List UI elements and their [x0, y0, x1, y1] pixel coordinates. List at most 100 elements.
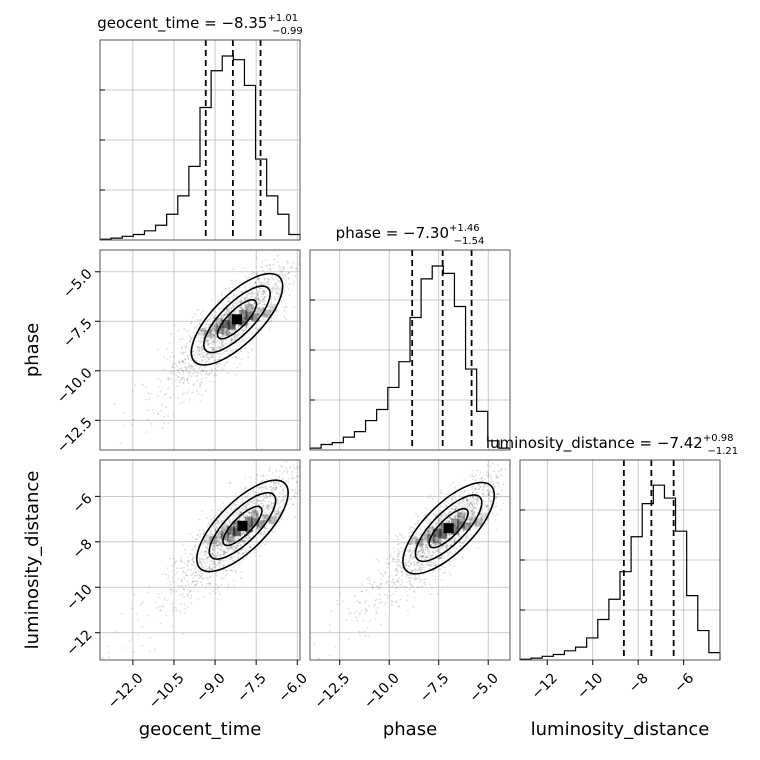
sample-point: [241, 539, 244, 542]
sample-point: [426, 555, 429, 557]
sample-point: [231, 282, 234, 285]
sample-point: [262, 306, 265, 309]
sample-point: [242, 514, 245, 517]
sample-point: [247, 356, 250, 359]
sample-point: [220, 535, 223, 538]
sample-point: [184, 584, 187, 587]
sample-point: [425, 563, 428, 566]
sample-point: [216, 358, 219, 361]
sample-point: [220, 535, 223, 538]
sample-point: [208, 372, 211, 374]
sample-point: [194, 583, 197, 586]
sample-point: [254, 314, 257, 317]
sample-point: [392, 582, 395, 584]
sample-point: [253, 502, 255, 505]
sample-point: [452, 498, 454, 501]
sample-point: [251, 293, 253, 295]
sample-point: [220, 332, 223, 335]
sample-point: [464, 505, 466, 508]
sample-point: [270, 504, 272, 506]
sample-point: [375, 609, 378, 612]
sample-point: [398, 558, 401, 561]
y-tick-label: −5.0: [60, 266, 95, 301]
sample-point: [175, 609, 178, 612]
sample-point: [413, 564, 415, 567]
sample-point: [212, 516, 215, 519]
contour-level-2: [414, 494, 483, 563]
sample-point: [478, 514, 481, 516]
sample-point: [472, 510, 475, 513]
sample-point: [421, 585, 423, 588]
sample-point: [261, 486, 264, 489]
sample-point: [197, 346, 199, 349]
sample-point: [225, 333, 228, 336]
sample-point: [273, 490, 275, 493]
sample-point: [263, 517, 266, 519]
sample-point: [203, 539, 206, 542]
sample-point: [263, 497, 265, 499]
sample-point: [230, 536, 233, 539]
sample-point: [232, 294, 235, 297]
sample-point: [215, 565, 218, 567]
sample-point: [267, 313, 270, 316]
sample-point: [181, 584, 184, 587]
sample-point: [441, 525, 444, 528]
sample-point: [287, 288, 290, 291]
sample-point: [178, 360, 180, 363]
sample-point: [178, 379, 181, 382]
sample-point: [264, 527, 267, 530]
sample-point: [282, 483, 284, 486]
sample-point: [215, 556, 217, 559]
sample-point: [474, 488, 477, 491]
sample-point: [212, 590, 214, 593]
sample-point: [187, 358, 190, 361]
sample-point: [446, 519, 449, 522]
sample-point: [400, 570, 403, 573]
sample-point: [213, 549, 216, 552]
sample-point: [411, 526, 413, 529]
sample-point: [246, 277, 249, 280]
sample-point: [441, 524, 443, 527]
sample-point: [185, 345, 188, 348]
sample-point: [285, 318, 287, 320]
sample-point: [282, 477, 285, 480]
sample-point: [434, 578, 437, 581]
sample-point: [437, 551, 440, 554]
sample-point: [268, 283, 270, 286]
sample-point: [226, 330, 229, 333]
sample-point: [198, 559, 201, 562]
sample-point: [180, 378, 183, 381]
sample-point: [220, 346, 223, 348]
sample-point: [237, 511, 240, 513]
density-cell: [233, 520, 241, 529]
sample-point: [414, 569, 416, 572]
sample-point: [215, 322, 218, 324]
sample-point: [235, 545, 238, 548]
sample-point: [466, 500, 469, 503]
sample-point: [228, 308, 231, 311]
sample-point: [293, 477, 295, 479]
sample-point: [167, 387, 170, 390]
sample-point: [240, 349, 243, 352]
sample-point: [207, 578, 209, 581]
sample-point: [172, 356, 175, 358]
sample-point: [484, 484, 486, 486]
sample-point: [481, 509, 483, 512]
sample-point: [258, 302, 261, 305]
sample-point: [215, 329, 218, 332]
sample-point: [266, 507, 269, 510]
sample-point: [251, 552, 253, 554]
sample-point: [461, 518, 464, 521]
sample-point: [188, 591, 191, 593]
sample-point: [493, 507, 496, 509]
sample-point: [217, 544, 220, 547]
sample-point: [403, 542, 406, 544]
sample-point: [212, 534, 215, 537]
sample-point: [359, 601, 361, 603]
sample-point: [184, 365, 186, 368]
sample-point: [287, 261, 289, 264]
sample-point: [423, 582, 425, 585]
sample-point: [479, 517, 482, 519]
sample-point: [180, 346, 183, 349]
sample-point: [281, 465, 284, 468]
